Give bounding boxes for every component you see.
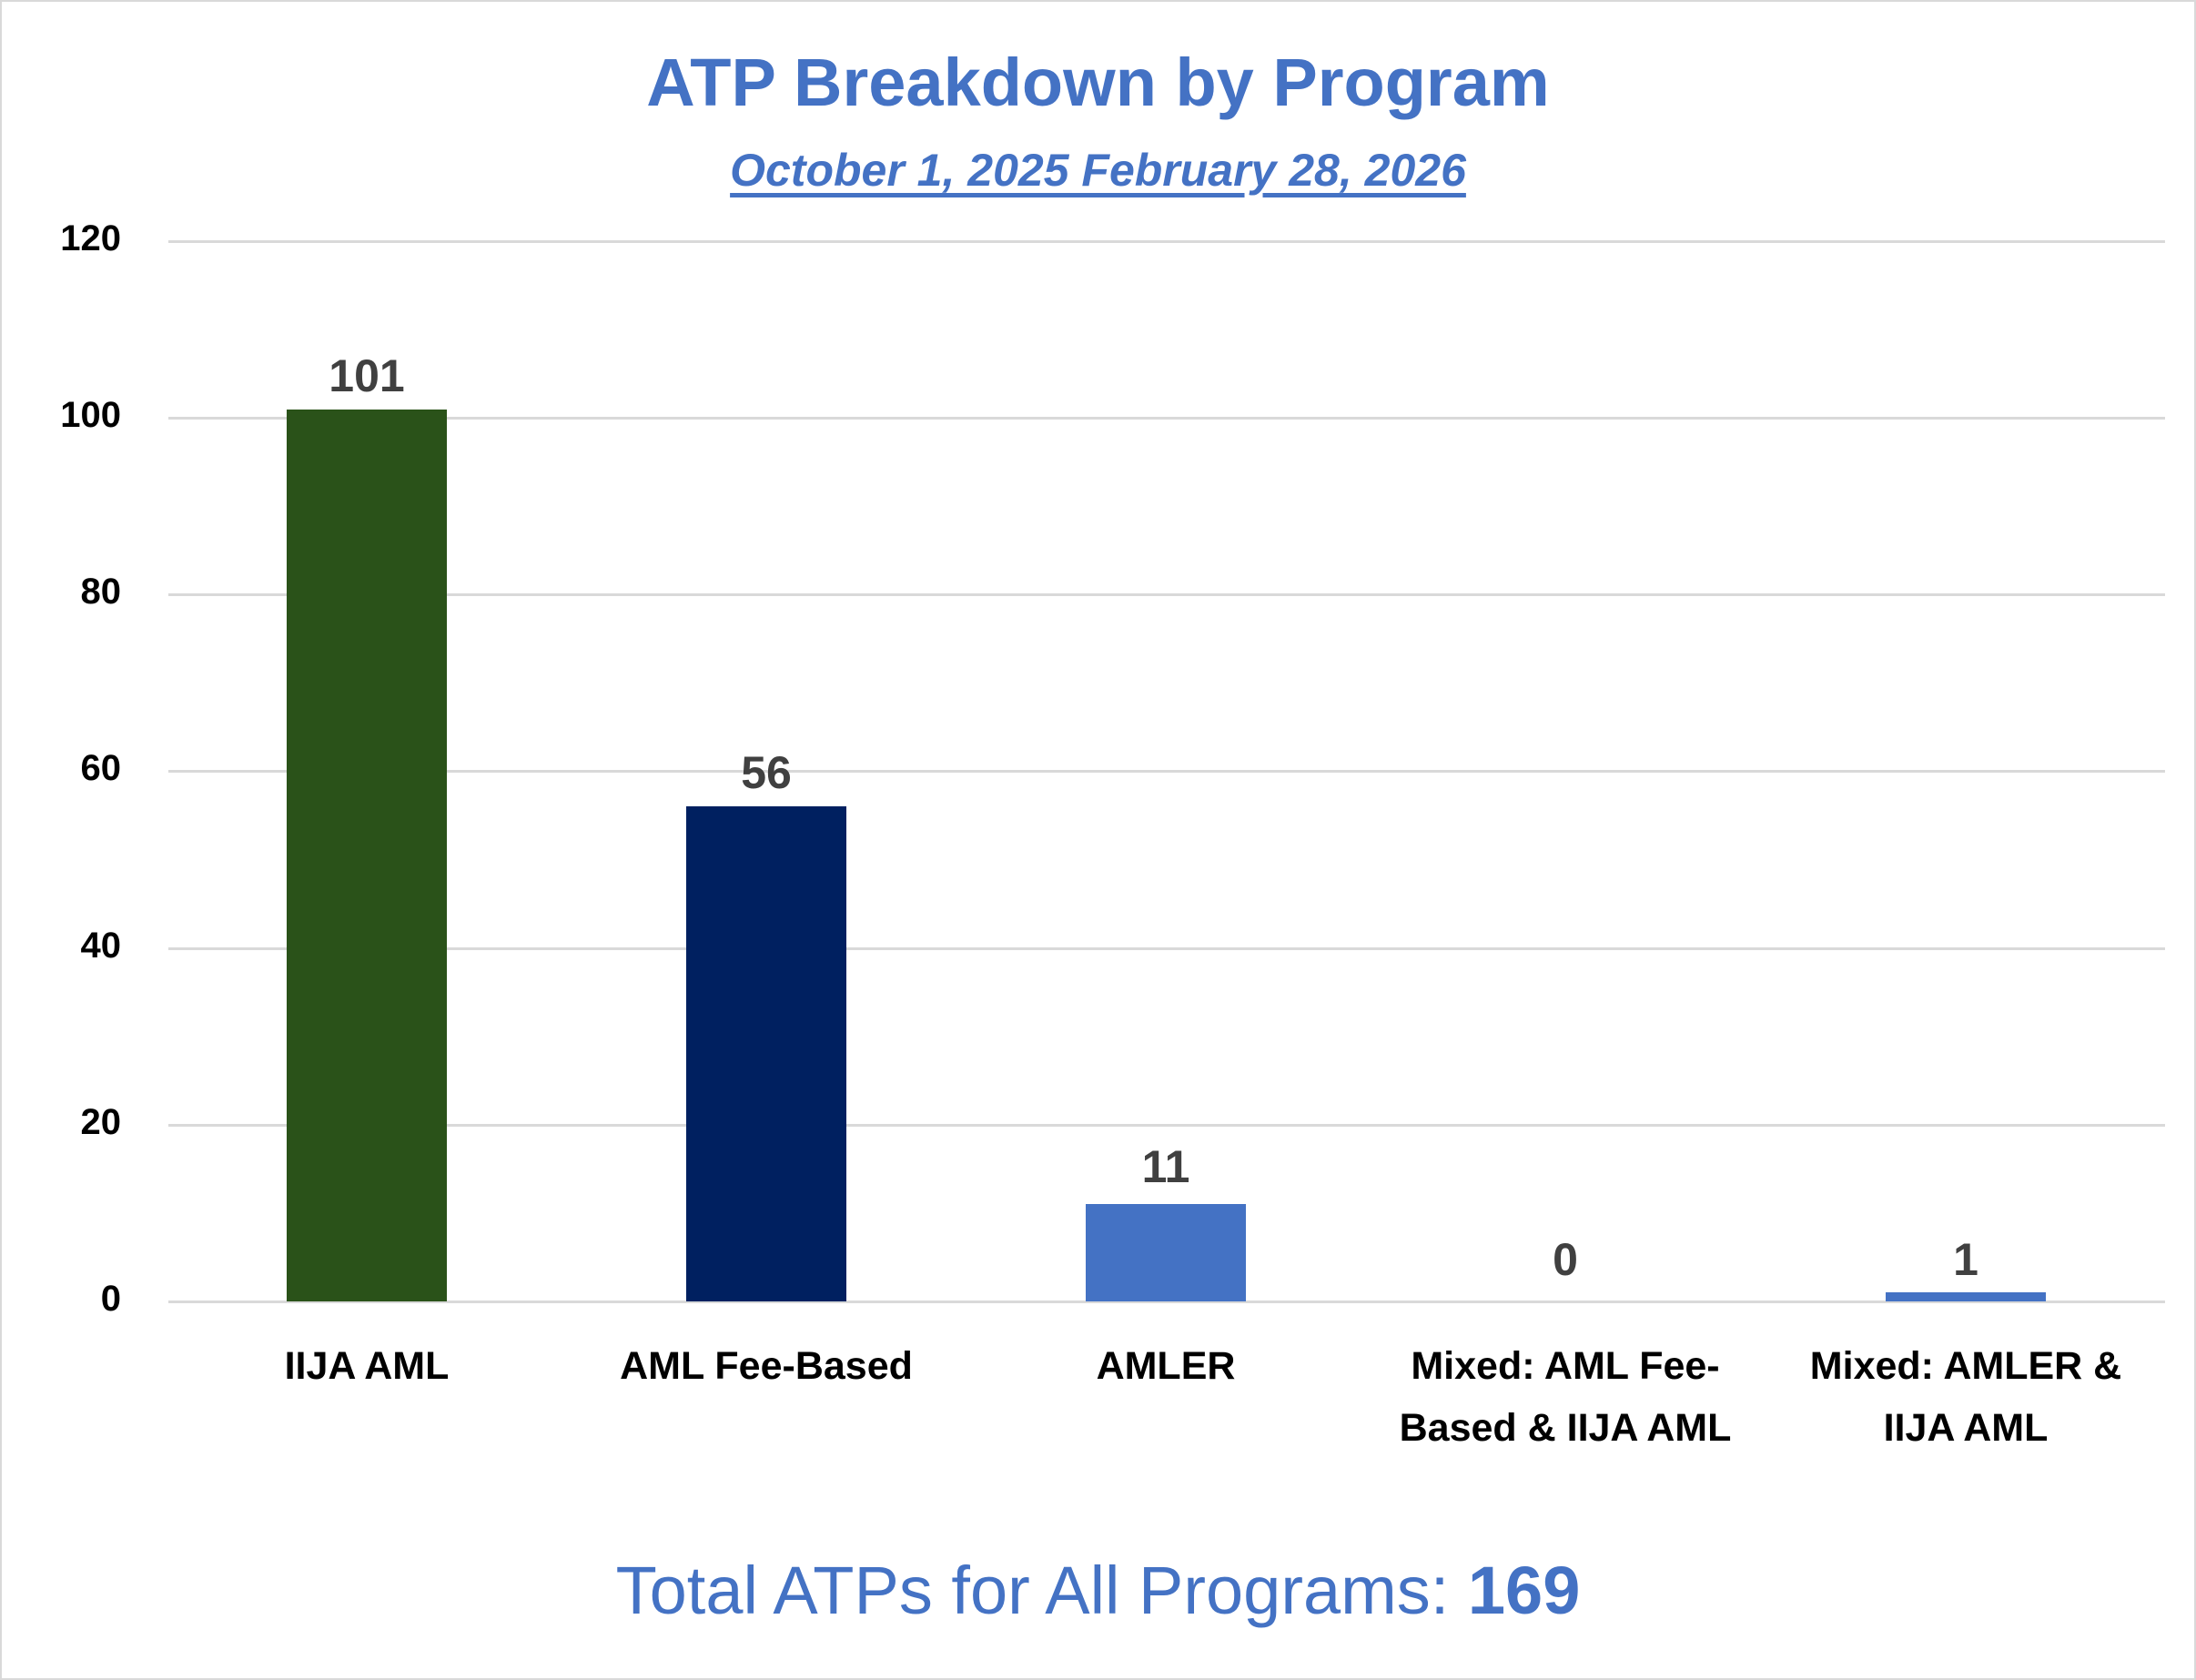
bar-aml-fee-based xyxy=(686,806,846,1301)
chart-subtitle: October 1, 2025 February 28, 2026 xyxy=(730,145,1466,196)
y-tick-label: 40 xyxy=(80,926,122,966)
y-tick-label: 60 xyxy=(80,748,122,788)
bar-iija-aml xyxy=(287,410,447,1301)
bar-mixed-amler-iija xyxy=(1886,1292,2046,1301)
x-label-mixed-amler-iija: Mixed: AMLER & IIJA AML xyxy=(1775,1335,2157,1459)
total-summary: Total ATPs for All Programs: 169 xyxy=(0,1552,2196,1629)
bar-amler xyxy=(1086,1204,1246,1301)
gridline-100 xyxy=(168,417,2165,420)
total-label: Total ATPs for All Programs: xyxy=(615,1553,1468,1628)
x-label-line: AML Fee-Based xyxy=(620,1344,913,1388)
data-label: 56 xyxy=(741,747,792,798)
gridline-60 xyxy=(168,770,2165,773)
data-label: 101 xyxy=(329,350,405,401)
total-value: 169 xyxy=(1467,1553,1581,1628)
x-label-mixed-fee-iija: Mixed: AML Fee- Based & IIJA AML xyxy=(1374,1335,1756,1459)
x-label-line: AMLER xyxy=(1096,1344,1236,1388)
gridline-120 xyxy=(168,240,2165,243)
y-tick-label: 0 xyxy=(100,1279,121,1319)
chart-title: ATP Breakdown by Program xyxy=(646,45,1550,120)
data-label: 1 xyxy=(1953,1234,1978,1285)
gridline-80 xyxy=(168,593,2165,596)
x-label-line: Based & IIJA AML xyxy=(1399,1406,1732,1450)
gridline-20 xyxy=(168,1124,2165,1127)
gridline-40 xyxy=(168,947,2165,950)
x-label-line: IIJA AML xyxy=(284,1344,450,1388)
data-label: 11 xyxy=(1141,1141,1190,1192)
x-axis-line xyxy=(168,1300,2165,1303)
x-label-line: IIJA AML xyxy=(1883,1406,2049,1450)
x-label-line: Mixed: AML Fee- xyxy=(1411,1344,1720,1388)
data-label: 0 xyxy=(1553,1234,1578,1285)
y-tick-label: 80 xyxy=(80,572,122,612)
x-label-line: Mixed: AMLER & xyxy=(1809,1344,2122,1388)
y-tick-label: 20 xyxy=(80,1102,122,1142)
x-label-iija-aml: IIJA AML xyxy=(176,1335,558,1397)
x-label-aml-fee-based: AML Fee-Based xyxy=(575,1335,957,1397)
x-label-amler: AMLER xyxy=(975,1335,1357,1397)
y-tick-label: 100 xyxy=(60,395,121,435)
y-tick-label: 120 xyxy=(60,218,121,258)
